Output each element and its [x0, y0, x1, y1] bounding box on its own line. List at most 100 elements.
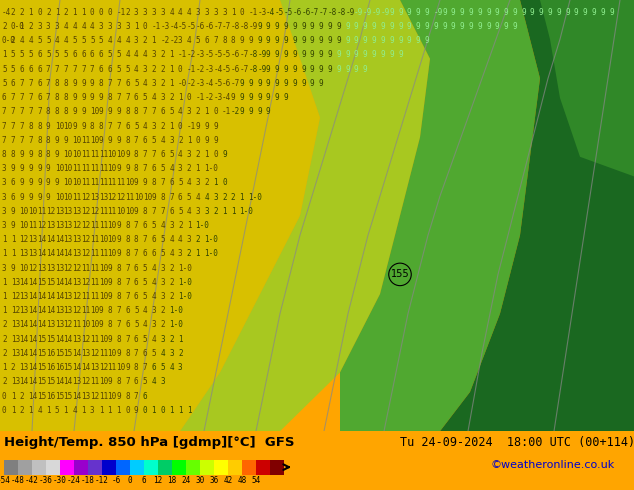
Text: -3: -3	[196, 50, 205, 59]
Text: 15: 15	[37, 335, 46, 343]
Text: 14: 14	[55, 249, 64, 258]
Text: -7: -7	[310, 8, 320, 17]
Text: 9: 9	[134, 178, 139, 187]
Text: -6: -6	[301, 8, 311, 17]
Text: 3: 3	[2, 207, 6, 216]
Text: 9: 9	[275, 93, 280, 102]
Text: 3: 3	[152, 50, 156, 59]
Text: 8: 8	[134, 107, 139, 116]
Text: 0-0: 0-0	[2, 36, 16, 45]
Text: 1: 1	[81, 8, 86, 17]
Text: 8: 8	[108, 306, 112, 315]
Text: 10: 10	[117, 207, 126, 216]
Text: 6: 6	[134, 377, 139, 386]
Text: 13: 13	[72, 207, 82, 216]
Text: 13: 13	[29, 249, 37, 258]
Text: 3: 3	[2, 264, 6, 272]
Text: 13: 13	[72, 235, 82, 244]
Text: -24: -24	[67, 476, 81, 485]
Text: 6: 6	[11, 193, 15, 201]
Text: 14: 14	[46, 249, 55, 258]
Text: 14: 14	[29, 335, 37, 343]
Text: 10: 10	[99, 264, 108, 272]
Text: 9: 9	[283, 93, 288, 102]
Text: 13: 13	[11, 335, 20, 343]
Text: 14: 14	[46, 306, 55, 315]
Text: 8: 8	[134, 150, 139, 159]
Text: 4: 4	[160, 349, 165, 358]
Text: 14: 14	[20, 349, 29, 358]
Text: 3: 3	[143, 65, 148, 74]
Text: 6: 6	[125, 79, 130, 88]
Text: 4: 4	[178, 150, 183, 159]
Text: 4: 4	[72, 406, 77, 415]
Text: 6: 6	[169, 178, 174, 187]
Text: 7: 7	[117, 122, 121, 130]
Text: 7: 7	[46, 93, 51, 102]
Text: 5: 5	[72, 36, 77, 45]
Text: 14: 14	[63, 278, 73, 287]
Text: -5: -5	[222, 65, 231, 74]
Text: 1: 1	[231, 207, 235, 216]
Text: 4: 4	[90, 22, 94, 31]
Text: -7: -7	[222, 22, 231, 31]
Text: 8: 8	[108, 320, 112, 329]
Text: 0: 0	[90, 8, 94, 17]
Text: 14: 14	[29, 349, 37, 358]
Text: 3: 3	[213, 193, 218, 201]
Text: 10: 10	[90, 306, 100, 315]
Text: 14: 14	[29, 377, 37, 386]
Text: 1: 1	[2, 249, 6, 258]
Text: 6: 6	[169, 207, 174, 216]
Text: 9: 9	[310, 65, 314, 74]
Text: 4: 4	[169, 164, 174, 173]
Text: 1-0: 1-0	[196, 221, 209, 230]
Text: 5: 5	[55, 50, 60, 59]
Text: -2: -2	[160, 36, 170, 45]
Text: -4: -4	[169, 22, 178, 31]
Text: 9: 9	[108, 264, 112, 272]
Text: 8: 8	[117, 278, 121, 287]
Text: 9: 9	[503, 8, 508, 17]
Text: 9: 9	[134, 406, 139, 415]
Text: 13: 13	[46, 320, 55, 329]
Text: 3: 3	[46, 22, 51, 31]
Text: 1-0: 1-0	[204, 249, 218, 258]
Text: 5: 5	[117, 65, 121, 74]
Text: 16: 16	[55, 363, 64, 372]
Text: 1: 1	[178, 335, 183, 343]
Text: 5: 5	[169, 107, 174, 116]
Text: 7: 7	[152, 207, 156, 216]
Text: 4: 4	[152, 377, 156, 386]
Text: 9: 9	[292, 50, 297, 59]
Text: 9: 9	[380, 22, 385, 31]
Text: 7: 7	[20, 122, 24, 130]
Text: 7: 7	[143, 164, 148, 173]
Text: 3: 3	[187, 150, 191, 159]
Text: 9: 9	[328, 50, 332, 59]
Text: 3: 3	[160, 264, 165, 272]
Text: 3: 3	[152, 79, 156, 88]
Text: 9: 9	[257, 22, 262, 31]
Text: 10: 10	[125, 178, 134, 187]
Text: 7: 7	[90, 65, 94, 74]
Text: 9: 9	[372, 36, 376, 45]
Text: 14: 14	[55, 278, 64, 287]
Text: 7: 7	[72, 65, 77, 74]
Text: 12: 12	[72, 221, 82, 230]
Text: 6: 6	[2, 93, 6, 102]
Text: 9: 9	[345, 50, 350, 59]
Text: 1: 1	[11, 406, 15, 415]
Text: 8: 8	[55, 79, 60, 88]
Bar	[270, 460, 284, 475]
Text: 6: 6	[90, 50, 94, 59]
Text: 9: 9	[363, 65, 368, 74]
Text: 9: 9	[266, 36, 271, 45]
Text: 4: 4	[187, 207, 191, 216]
Text: 9: 9	[117, 164, 121, 173]
Text: 7: 7	[20, 136, 24, 145]
Text: 13: 13	[63, 207, 73, 216]
Text: 2: 2	[178, 221, 183, 230]
Text: 1: 1	[178, 406, 183, 415]
Text: -42: -42	[25, 476, 39, 485]
